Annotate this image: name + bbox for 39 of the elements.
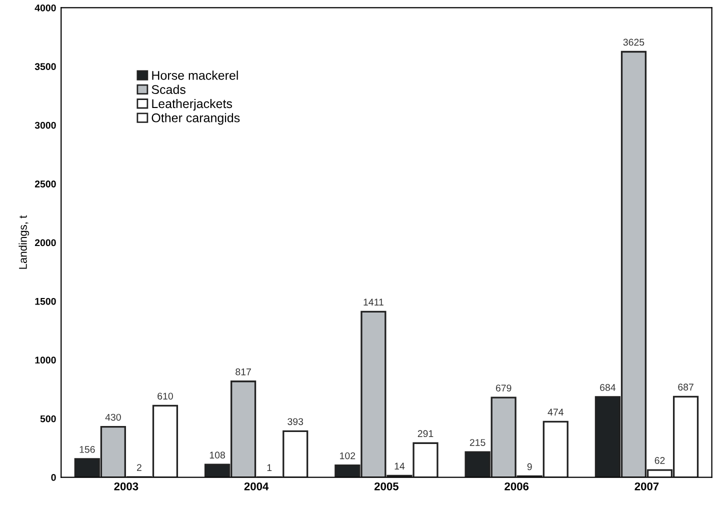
data-label: 14	[394, 462, 405, 470]
data-label: 102	[340, 452, 356, 460]
x-tick-label: 2004	[244, 482, 269, 490]
data-label: 679	[496, 384, 512, 392]
data-label: 684	[600, 384, 616, 391]
y-tick-label: 4000	[34, 4, 56, 12]
y-tick-label: 2000	[34, 239, 56, 246]
x-tick-label: 2005	[374, 482, 399, 490]
data-label: 687	[678, 384, 694, 391]
data-label: 817	[236, 368, 251, 376]
legend-label: Scads	[152, 84, 186, 94]
data-label: 156	[80, 446, 95, 453]
x-tick-label: 2007	[634, 482, 659, 490]
data-label: 62	[654, 457, 665, 464]
data-label: 291	[418, 430, 434, 438]
x-tick-label: 2006	[504, 482, 529, 490]
data-label: 393	[288, 418, 304, 426]
legend-label: Other carangids	[152, 113, 240, 125]
data-label: 2	[136, 464, 142, 471]
y-tick-label: 1000	[35, 356, 56, 364]
data-label: 610	[158, 392, 173, 400]
y-tick-label: 2500	[34, 180, 56, 188]
legend-label: Leatherjackets	[152, 98, 232, 111]
data-label: 215	[470, 439, 486, 446]
y-tick-label: 1500	[35, 298, 56, 305]
y-tick-label: 3500	[34, 63, 56, 70]
data-label: 1411	[364, 298, 384, 306]
data-label: 3625	[623, 38, 644, 46]
y-axis-title: Landings, t	[18, 215, 30, 269]
data-label: 9	[527, 463, 532, 470]
x-tick-label: 2003	[114, 482, 138, 490]
y-tick-label: 3000	[34, 122, 56, 129]
legend-label: Horse mackerel	[152, 70, 238, 80]
data-label: 108	[210, 452, 225, 459]
data-label: 1	[267, 464, 272, 471]
y-tick-label: 0	[51, 474, 56, 481]
y-tick-label: 500	[40, 415, 56, 422]
data-label: 430	[105, 414, 121, 421]
data-label: 474	[548, 408, 564, 416]
